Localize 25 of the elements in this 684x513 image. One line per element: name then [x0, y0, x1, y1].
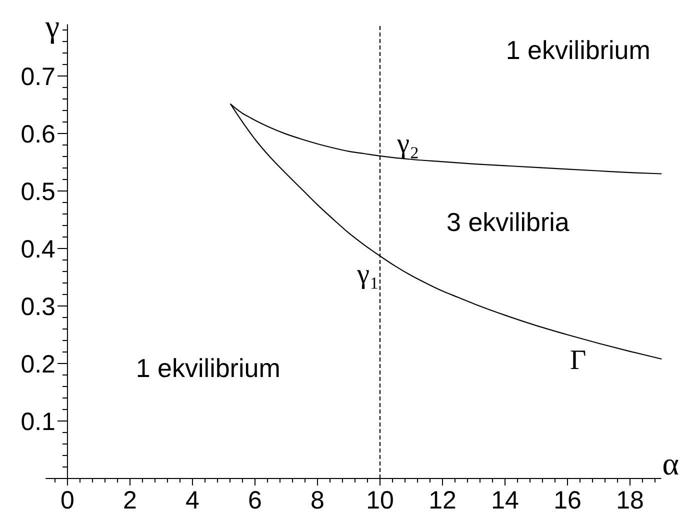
- y-tick-label: 0.4: [20, 235, 56, 264]
- x-tick-label: 18: [616, 486, 644, 513]
- y-tick-label: 0.5: [20, 178, 56, 206]
- annotation: 1 ekvilibrium: [506, 35, 650, 66]
- y-tick-label: 0.7: [20, 62, 56, 91]
- x-tick-label: 12: [428, 486, 456, 513]
- x-axis-title: α: [662, 446, 680, 482]
- x-tick-label: 4: [186, 486, 200, 513]
- y-tick-label: 0.6: [20, 120, 56, 148]
- annotation: 3 ekvilibria: [446, 206, 570, 237]
- x-tick-label: 2: [123, 486, 137, 513]
- y-tick-label: 0.3: [20, 292, 56, 321]
- annotation: γ₂: [396, 128, 420, 160]
- annotation: 1 ekvilibrium: [136, 353, 280, 384]
- annotation: Γ: [570, 344, 586, 376]
- annotation: γ₁: [356, 258, 380, 290]
- x-tick-label: 14: [491, 486, 519, 513]
- x-tick-label: 8: [310, 486, 324, 513]
- y-tick-label: 0.1: [20, 408, 56, 436]
- x-tick-label: 16: [554, 486, 582, 513]
- y-axis-title: γ: [44, 8, 60, 44]
- x-tick-label: 6: [248, 486, 262, 513]
- y-tick-label: 0.2: [20, 350, 56, 378]
- x-tick-label: 10: [366, 486, 394, 513]
- x-tick-label: 0: [60, 486, 74, 513]
